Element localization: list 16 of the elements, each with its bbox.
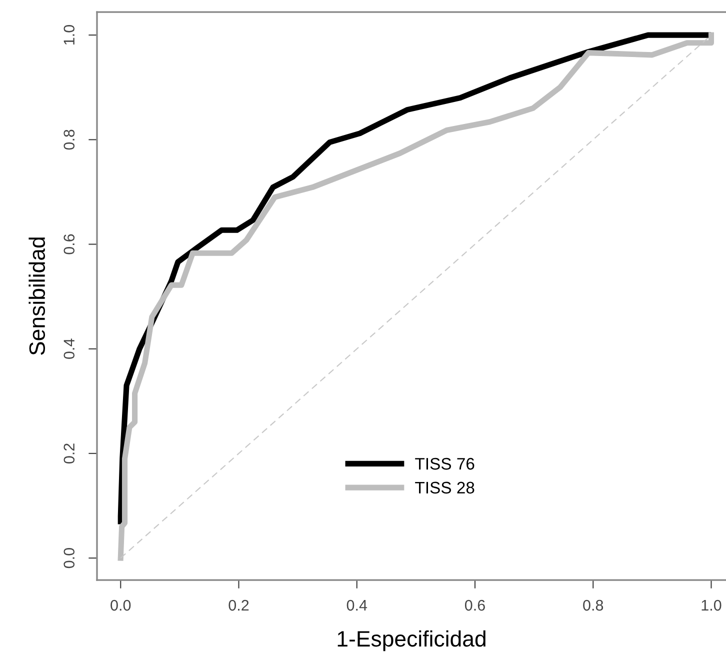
x-tick-label: 1.0 <box>702 600 722 611</box>
y-axis-title: Sensibilidad <box>28 238 46 355</box>
y-tick-label: 0.2 <box>64 444 75 464</box>
legend-label: TISS 76 <box>415 458 474 470</box>
y-tick-label: 0.6 <box>64 234 75 254</box>
x-axis-title: 1-Especificidad <box>338 630 486 652</box>
y-tick-label: 0.0 <box>64 548 75 568</box>
x-tick-label: 0.8 <box>583 600 604 611</box>
y-tick-label: 0.8 <box>64 130 75 150</box>
y-tick-label: 1.0 <box>64 25 75 45</box>
x-tick-label: 0.6 <box>464 600 485 611</box>
x-tick-label: 0.2 <box>228 600 249 611</box>
y-tick-label: 0.4 <box>64 338 75 359</box>
x-tick-label: 0.0 <box>110 600 131 611</box>
legend-label: TISS 28 <box>415 482 474 494</box>
x-tick-label: 0.4 <box>346 600 368 611</box>
